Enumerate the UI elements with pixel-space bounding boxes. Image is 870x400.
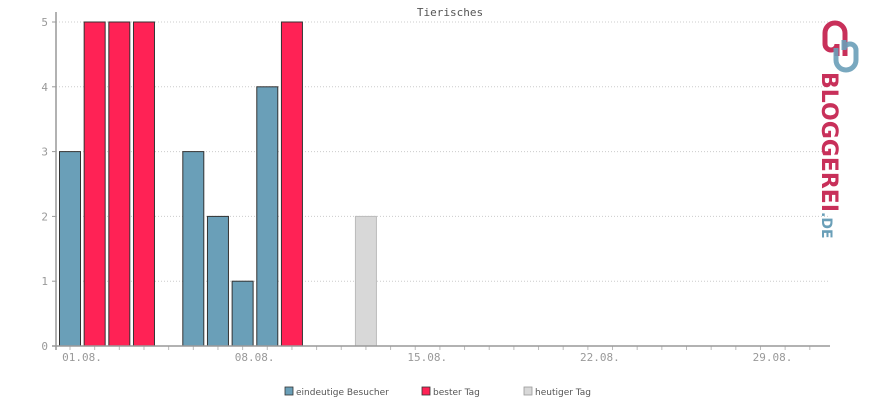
- legend-label: heutiger Tag: [535, 388, 591, 398]
- legend-swatch: [523, 386, 533, 396]
- legend: eindeutige Besucher bester Tag heutiger Ta…: [284, 386, 591, 398]
- y-tick-label: 0: [41, 340, 48, 353]
- bar: [231, 280, 254, 347]
- y-tick-label: 3: [41, 146, 48, 159]
- x-tick-label: 29.08.: [753, 351, 793, 364]
- bar: [354, 215, 377, 347]
- x-tick-label: 15.08.: [407, 351, 447, 364]
- legend-label: eindeutige Besucher: [296, 388, 389, 398]
- bar: [280, 21, 303, 347]
- x-tick-label: 08.08.: [235, 351, 275, 364]
- bar: [83, 21, 106, 347]
- y-tick-label: 5: [41, 16, 48, 29]
- bars: [59, 21, 377, 347]
- bar: [256, 86, 279, 347]
- x-axis-ticks: 01.08. 08.08. 15.08. 22.08. 29.08.: [62, 346, 811, 364]
- y-axis-ticks: 0 1 2 3 4 5: [41, 16, 56, 353]
- bar: [108, 21, 131, 347]
- bloggerei-logo: BLOGGEREI.DE: [816, 20, 859, 239]
- bar: [182, 151, 205, 347]
- x-tick-label: 01.08.: [62, 351, 102, 364]
- svg-text:BLOGGEREI.DE: BLOGGEREI.DE: [816, 72, 841, 239]
- chart-title: Tierisches: [417, 6, 483, 19]
- y-tick-label: 4: [41, 81, 48, 94]
- bar: [132, 21, 155, 347]
- bar: [206, 215, 229, 347]
- logo-suffix-text: .DE: [818, 212, 834, 239]
- y-tick-label: 1: [41, 275, 48, 288]
- grid: [56, 21, 830, 282]
- bar: [59, 151, 81, 347]
- legend-swatch: [284, 386, 294, 396]
- legend-swatch: [421, 386, 431, 396]
- y-tick-label: 2: [41, 210, 48, 223]
- logo-brand-text: BLOGGEREI: [816, 72, 841, 212]
- legend-label: bester Tag: [433, 388, 480, 398]
- x-tick-label: 22.08.: [580, 351, 620, 364]
- logo-icon: [822, 20, 859, 73]
